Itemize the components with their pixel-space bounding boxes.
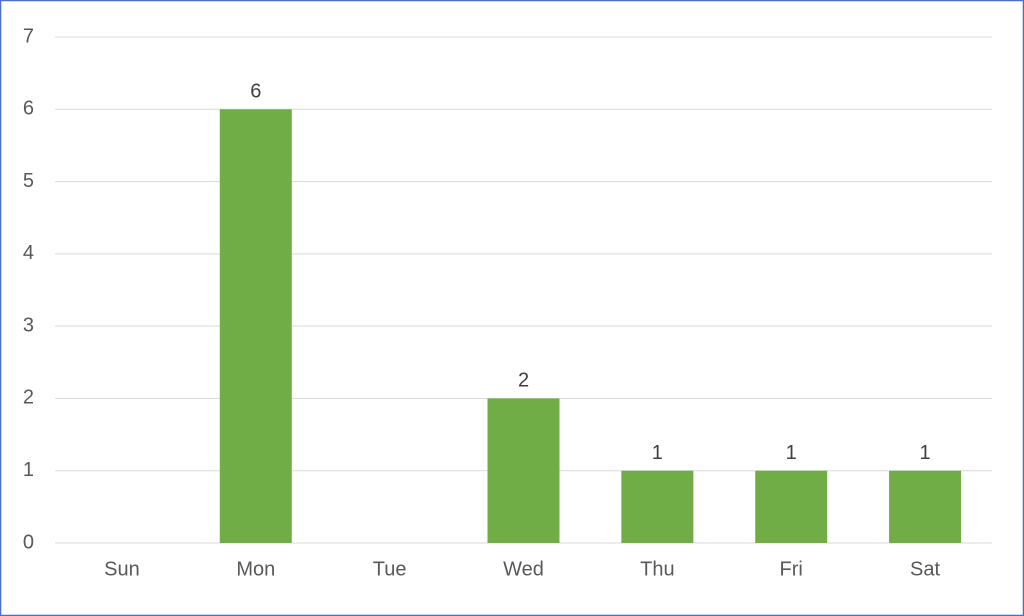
y-tick-label: 6 xyxy=(23,98,34,120)
data-label: 2 xyxy=(518,370,529,392)
x-tick-label: Mon xyxy=(236,558,275,580)
data-label: 1 xyxy=(920,442,931,464)
bar xyxy=(487,398,560,543)
data-label: 1 xyxy=(652,442,663,464)
bar xyxy=(755,470,828,543)
y-tick-label: 4 xyxy=(23,242,34,264)
y-tick-label: 3 xyxy=(23,314,34,336)
x-tick-label: Wed xyxy=(503,558,544,580)
bar xyxy=(889,470,962,543)
x-tick-label: Fri xyxy=(780,558,803,580)
bar xyxy=(621,470,694,543)
y-tick-label: 5 xyxy=(23,170,34,192)
x-tick-label: Tue xyxy=(373,558,407,580)
x-tick-label: Thu xyxy=(640,558,674,580)
y-tick-label: 1 xyxy=(23,459,34,481)
bar xyxy=(219,109,292,544)
data-label: 6 xyxy=(250,81,261,103)
x-tick-label: Sat xyxy=(910,558,940,580)
y-tick-label: 0 xyxy=(23,531,34,553)
x-tick-label: Sun xyxy=(104,558,140,580)
y-tick-label: 7 xyxy=(23,25,34,47)
data-label: 1 xyxy=(786,442,797,464)
y-tick-label: 2 xyxy=(23,387,34,409)
